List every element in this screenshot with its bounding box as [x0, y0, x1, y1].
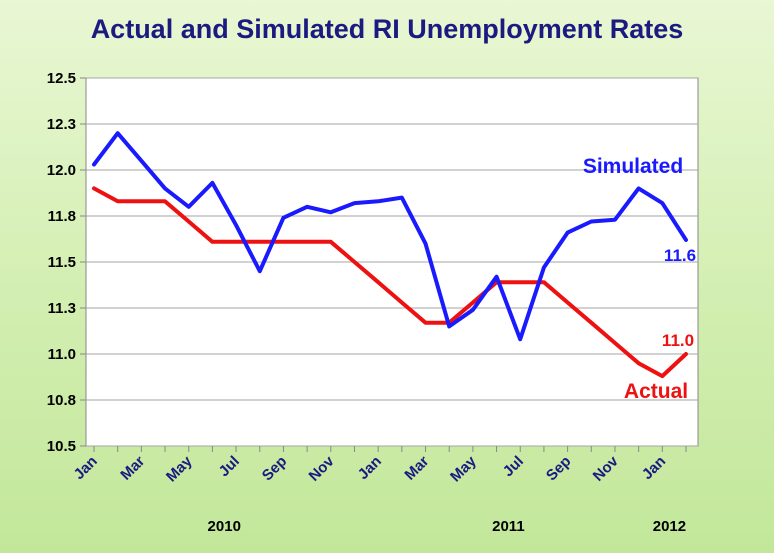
series-label-actual: Actual — [624, 380, 688, 403]
x-tick-label: Jan — [639, 453, 669, 483]
chart-title: Actual and Simulated RI Unemployment Rat… — [90, 14, 684, 44]
data-label-actual-end: 11.0 — [662, 331, 694, 350]
y-tick-label: 12.5 — [47, 70, 76, 87]
series-line-simulated — [92, 131, 688, 342]
data-label-simulated-end: 11.6 — [664, 246, 696, 265]
series-line-actual — [92, 186, 688, 379]
x-tick-label: Sep — [543, 453, 574, 484]
y-tick-label: 11.0 — [48, 346, 76, 363]
x-year-label: 2012 — [653, 518, 686, 535]
x-tick-label: Mar — [117, 453, 148, 484]
y-tick-label: 12.3 — [47, 116, 76, 133]
x-tick-label: Nov — [590, 452, 623, 485]
y-tick-label: 10.8 — [47, 392, 76, 409]
x-tick-label: May — [163, 452, 196, 485]
x-tick-label: Jan — [71, 453, 101, 483]
x-tick-label: Mar — [401, 453, 432, 484]
x-tick-label: Nov — [306, 452, 339, 485]
x-tick-label: Jul — [216, 453, 243, 480]
x-tick-label: Jul — [500, 453, 527, 480]
x-tick-label: May — [447, 452, 480, 485]
x-tick-label: Sep — [259, 453, 290, 484]
x-tick-label: Jan — [355, 453, 385, 483]
y-tick-label: 11.8 — [48, 208, 76, 225]
y-tick-label: 10.5 — [47, 438, 76, 455]
y-tick-label: 11.3 — [48, 300, 76, 317]
x-year-label: 2011 — [492, 518, 525, 535]
y-tick-label: 12.0 — [47, 162, 76, 179]
x-year-label: 2010 — [208, 518, 241, 535]
y-tick-label: 11.5 — [48, 254, 76, 271]
series-label-simulated: Simulated — [583, 155, 683, 178]
